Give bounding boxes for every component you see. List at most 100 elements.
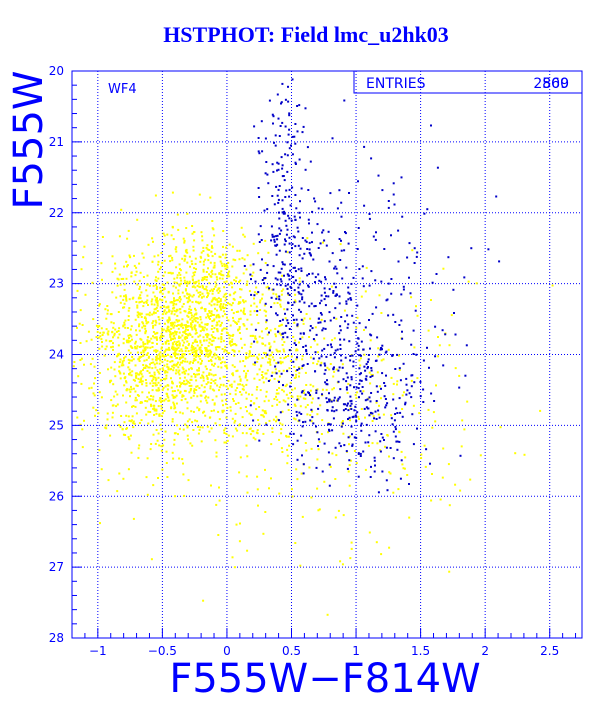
data-point (73, 361, 76, 363)
data-point (242, 299, 245, 302)
data-point (332, 367, 335, 370)
data-point (323, 337, 326, 340)
data-point (211, 363, 213, 366)
data-point (274, 144, 277, 147)
data-point (300, 270, 303, 272)
data-point (350, 376, 353, 379)
data-point (293, 365, 296, 368)
data-point (369, 347, 371, 350)
data-point (252, 419, 255, 422)
data-point (219, 300, 222, 302)
data-point (387, 348, 390, 351)
data-point (261, 371, 264, 373)
data-point (202, 371, 205, 374)
data-point (220, 270, 223, 273)
data-point (408, 483, 410, 485)
data-point (187, 344, 190, 347)
data-point (370, 270, 373, 273)
data-point (285, 224, 288, 227)
data-point (329, 192, 332, 195)
data-point (301, 390, 304, 393)
data-point (369, 339, 372, 342)
data-point (261, 279, 264, 281)
data-point (378, 385, 381, 388)
data-point (250, 304, 253, 307)
data-point (141, 375, 144, 378)
data-point (394, 425, 397, 428)
data-point (220, 308, 223, 311)
data-point (182, 428, 185, 431)
data-point (276, 314, 279, 317)
data-point (160, 445, 163, 448)
data-point (199, 341, 202, 344)
data-point (255, 397, 258, 400)
data-point (264, 327, 267, 330)
data-point (238, 423, 241, 426)
data-point (381, 348, 383, 351)
data-point (283, 274, 285, 277)
data-point (128, 359, 131, 362)
data-point (132, 358, 135, 361)
data-point (241, 416, 244, 419)
data-point (220, 336, 223, 338)
data-point (329, 319, 332, 322)
data-point (285, 435, 288, 438)
data-point (339, 560, 342, 563)
data-point (360, 295, 363, 298)
data-point (98, 391, 101, 394)
data-point (155, 351, 158, 353)
data-point (210, 360, 213, 363)
data-point (152, 398, 155, 401)
data-point (183, 380, 185, 383)
data-point (176, 363, 178, 366)
data-point (393, 419, 396, 422)
data-point (367, 444, 370, 447)
data-point (220, 362, 222, 365)
data-point (198, 348, 201, 351)
data-point (442, 364, 445, 367)
x-tick-label-6: 2 (481, 644, 489, 658)
data-point (166, 319, 169, 322)
data-point (149, 411, 152, 413)
data-point (202, 246, 205, 249)
data-point (175, 281, 178, 284)
data-point (274, 333, 277, 336)
data-point (258, 196, 261, 198)
data-point (227, 319, 230, 322)
data-point (303, 252, 306, 255)
data-point (166, 363, 169, 366)
data-point (316, 388, 319, 391)
data-point (163, 284, 166, 287)
data-point (165, 300, 167, 303)
data-point (114, 328, 117, 331)
data-point (135, 384, 138, 387)
data-point (274, 365, 277, 368)
data-point (219, 260, 222, 263)
data-point (298, 308, 301, 311)
data-point (296, 323, 299, 326)
data-point (258, 241, 261, 243)
data-point (250, 355, 253, 357)
data-point (262, 432, 265, 435)
data-point (296, 398, 299, 401)
data-point (192, 294, 195, 297)
data-point (299, 564, 302, 567)
data-point (99, 335, 102, 338)
data-point (225, 365, 228, 368)
data-point (186, 251, 189, 254)
data-point (266, 271, 269, 274)
data-point (212, 228, 215, 231)
data-point (276, 161, 279, 164)
data-point (330, 409, 333, 412)
data-point (272, 288, 275, 291)
x-tick-label-7: 2.5 (540, 644, 559, 658)
data-point (262, 351, 265, 354)
data-point (422, 359, 425, 362)
data-point (402, 285, 405, 288)
data-point (111, 411, 114, 414)
data-point (174, 495, 176, 498)
data-point (128, 298, 131, 301)
data-point (426, 346, 428, 349)
data-point (297, 366, 300, 369)
data-point (295, 373, 298, 376)
